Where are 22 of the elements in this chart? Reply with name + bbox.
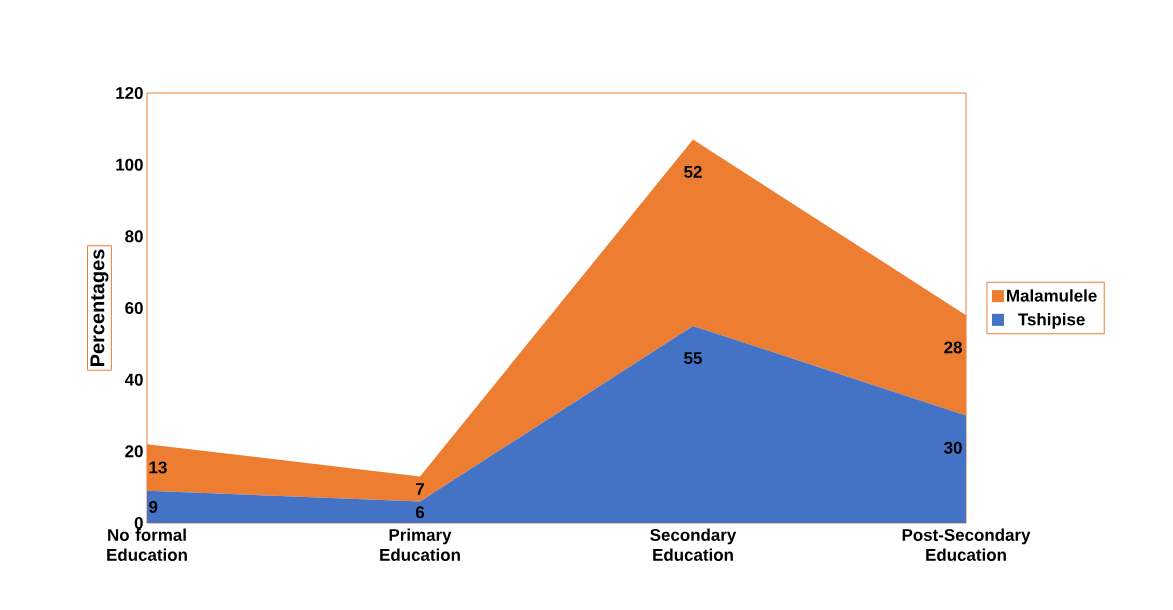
data-label: 55 bbox=[684, 352, 702, 365]
data-label: 28 bbox=[944, 341, 962, 354]
data-label: 30 bbox=[944, 441, 962, 454]
y-tick-label: 100 bbox=[116, 158, 143, 171]
x-tick-label: Primary Education bbox=[380, 528, 460, 561]
data-label: 6 bbox=[415, 506, 425, 519]
x-tick-label: No formal Education bbox=[107, 528, 187, 561]
y-tick-label: 20 bbox=[125, 445, 143, 458]
y-tick-label: 40 bbox=[124, 373, 143, 386]
y-tick-label: 80 bbox=[125, 230, 143, 243]
y-tick-label: 0 bbox=[134, 517, 143, 529]
x-tick-label: Post-Secondary Education bbox=[902, 528, 1031, 561]
y-tick-label: 60 bbox=[125, 302, 143, 314]
legend-label: Malamulele bbox=[1007, 289, 1097, 302]
x-tick-label: Secondary Education bbox=[650, 528, 737, 561]
data-label: 9 bbox=[149, 500, 158, 513]
y-axis-title: Percentages bbox=[90, 249, 109, 366]
y-tick-label: 120 bbox=[116, 87, 143, 99]
data-label: 7 bbox=[416, 483, 424, 495]
legend-label: Tshipise bbox=[1018, 312, 1085, 329]
data-label: 13 bbox=[149, 461, 167, 474]
data-label: 52 bbox=[684, 165, 702, 178]
